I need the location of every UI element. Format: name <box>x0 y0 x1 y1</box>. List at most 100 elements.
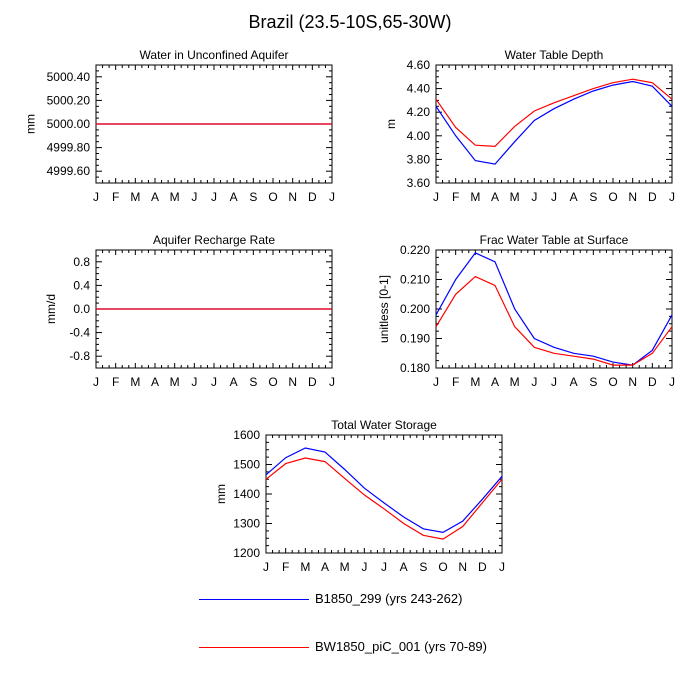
x-tick-label: A <box>151 190 159 204</box>
y-tick-label: 0.200 <box>400 302 430 316</box>
x-tick-label: O <box>608 375 617 389</box>
x-tick-label: J <box>669 375 675 389</box>
x-tick-label: M <box>300 560 310 574</box>
x-tick-label: J <box>361 560 367 574</box>
y-tick-label: 3.80 <box>407 152 431 166</box>
y-tick-label: 4.20 <box>407 105 431 119</box>
x-tick-label: S <box>249 375 257 389</box>
x-tick-label: M <box>510 190 520 204</box>
legend-swatch-2 <box>199 647 309 648</box>
x-tick-label: F <box>282 560 289 574</box>
x-tick-label: M <box>510 375 520 389</box>
plot-frame <box>265 434 503 554</box>
x-tick-label: O <box>608 190 617 204</box>
y-tick-label: 3.60 <box>407 176 431 190</box>
y-tick-label: 4.40 <box>407 82 431 96</box>
legend-swatch-1 <box>199 599 309 600</box>
x-tick-label: J <box>263 560 269 574</box>
x-tick-label: J <box>433 190 439 204</box>
series-line-2 <box>265 457 503 540</box>
x-tick-label: S <box>589 190 597 204</box>
x-tick-label: F <box>112 190 119 204</box>
chart-title: Frac Water Table at Surface <box>480 233 629 247</box>
x-tick-label: J <box>381 560 387 574</box>
x-tick-label: F <box>112 375 119 389</box>
y-tick-label: 0.190 <box>400 332 430 346</box>
x-tick-label: M <box>170 190 180 204</box>
y-tick-label: 0.4 <box>73 278 90 292</box>
x-tick-label: A <box>570 375 578 389</box>
y-tick-label: 1400 <box>233 487 260 501</box>
x-tick-label: J <box>551 375 557 389</box>
x-tick-label: D <box>478 560 487 574</box>
x-tick-label: A <box>570 190 578 204</box>
y-tick-label: 0.8 <box>73 255 90 269</box>
x-tick-label: M <box>340 560 350 574</box>
y-tick-label: 0.180 <box>400 361 430 375</box>
series-line-1 <box>435 80 673 165</box>
x-tick-label: J <box>433 375 439 389</box>
y-tick-label: 0.220 <box>400 243 430 257</box>
x-tick-label: N <box>288 375 297 389</box>
y-tick-label: 0.0 <box>73 302 90 316</box>
chart-frac-water-table-surface: Frac Water Table at Surface unitless [0-1… <box>377 233 675 389</box>
y-tick-label: 1500 <box>233 458 260 472</box>
x-tick-label: M <box>470 190 480 204</box>
x-tick-label: J <box>531 190 537 204</box>
x-tick-label: A <box>230 375 238 389</box>
x-tick-label: N <box>288 190 297 204</box>
series-line-2 <box>435 78 673 148</box>
x-tick-label: N <box>628 190 637 204</box>
x-tick-label: A <box>491 375 499 389</box>
chart-title: Water in Unconfined Aquifer <box>140 48 289 62</box>
x-tick-label: F <box>452 190 459 204</box>
x-tick-label: J <box>211 190 217 204</box>
y-tick-label: 5000.40 <box>47 70 91 84</box>
x-tick-label: J <box>329 375 335 389</box>
x-tick-label: D <box>308 375 317 389</box>
x-tick-label: J <box>669 190 675 204</box>
x-tick-label: J <box>531 375 537 389</box>
x-tick-label: O <box>438 560 447 574</box>
y-tick-label: 4999.80 <box>47 141 91 155</box>
x-tick-label: S <box>249 190 257 204</box>
x-tick-label: S <box>589 375 597 389</box>
y-axis-label: mm <box>23 114 37 134</box>
x-tick-label: A <box>230 190 238 204</box>
x-tick-label: J <box>191 190 197 204</box>
x-tick-label: D <box>308 190 317 204</box>
x-tick-label: S <box>419 560 427 574</box>
x-tick-label: J <box>499 560 505 574</box>
plot-frame <box>435 249 673 369</box>
x-tick-label: J <box>329 190 335 204</box>
x-tick-label: J <box>191 375 197 389</box>
y-tick-label: -0.8 <box>69 349 90 363</box>
x-tick-label: F <box>452 375 459 389</box>
legend-entry-1: B1850_299 (yrs 243-262) <box>195 590 655 610</box>
x-tick-label: O <box>268 375 277 389</box>
x-tick-label: N <box>458 560 467 574</box>
figure-title: Brazil (23.5-10S,65-30W) <box>248 12 452 32</box>
y-tick-label: 5000.20 <box>47 93 91 107</box>
y-axis-label: mm/d <box>44 294 58 324</box>
x-tick-label: J <box>93 375 99 389</box>
x-tick-label: M <box>170 375 180 389</box>
series-line-1 <box>435 252 673 366</box>
chart-title: Aquifer Recharge Rate <box>153 233 275 247</box>
y-tick-label: 4.60 <box>407 58 431 72</box>
x-tick-label: D <box>648 190 657 204</box>
x-tick-label: J <box>93 190 99 204</box>
y-axis-label: unitless [0-1] <box>377 275 391 343</box>
y-tick-label: 1300 <box>233 517 260 531</box>
series-line-1 <box>265 447 503 534</box>
y-tick-label: 5000.00 <box>47 117 91 131</box>
x-tick-label: N <box>628 375 637 389</box>
x-tick-label: A <box>321 560 329 574</box>
chart-title: Total Water Storage <box>331 418 437 432</box>
x-tick-label: M <box>470 375 480 389</box>
y-tick-label: 0.210 <box>400 273 430 287</box>
